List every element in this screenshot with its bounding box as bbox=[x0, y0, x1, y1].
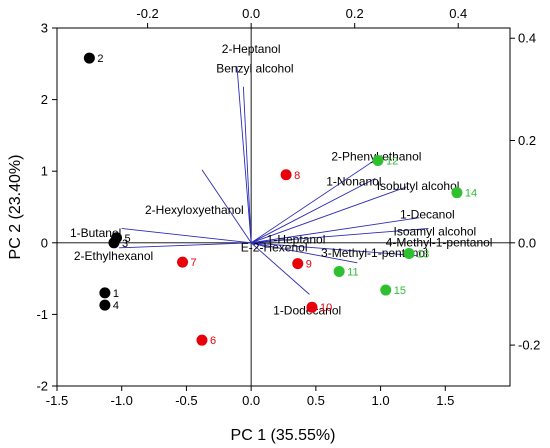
loading-label: 1-Nonanol bbox=[326, 175, 381, 189]
loading-vector bbox=[250, 242, 310, 295]
plot-frame bbox=[56, 27, 511, 387]
y-tick-label: 2 bbox=[41, 92, 48, 107]
score-point bbox=[177, 256, 189, 268]
y-axis-right: -0.2 0.0 0.2 0.4 bbox=[510, 31, 540, 353]
loading-vector bbox=[250, 155, 383, 244]
right-tick-label: -0.2 bbox=[518, 338, 540, 353]
y-axis-title: PC 2 (23.40%) bbox=[7, 155, 24, 260]
loading-label: 2-Heptanol bbox=[222, 42, 281, 56]
x-tick-label: -1.0 bbox=[111, 393, 133, 408]
top-tick-label: 0.0 bbox=[242, 6, 260, 21]
y-tick-label: 3 bbox=[41, 21, 48, 36]
score-point-label: 3 bbox=[122, 238, 128, 250]
loading-label: 1-Butanol bbox=[70, 226, 121, 240]
loading-vector bbox=[119, 242, 252, 249]
top-tick-label: 0.4 bbox=[449, 6, 467, 21]
zero-lines bbox=[57, 28, 510, 386]
loading-vector bbox=[236, 65, 252, 243]
y-tick-label: 0 bbox=[41, 235, 48, 250]
loading-vector bbox=[201, 169, 252, 244]
loading-vectors bbox=[119, 65, 429, 295]
score-point-label: 4 bbox=[113, 300, 119, 312]
loading-label: 2-Hexyloxyethanol bbox=[145, 203, 244, 217]
score-point-label: 6 bbox=[210, 335, 216, 347]
score-point-label: 8 bbox=[294, 170, 300, 182]
y-tick-label: -1 bbox=[36, 307, 48, 322]
right-tick-label: 0.0 bbox=[518, 235, 536, 250]
x-tick-label: -1.5 bbox=[46, 393, 68, 408]
loading-label: Isoamyl alcohol bbox=[394, 225, 477, 239]
score-point bbox=[99, 299, 111, 311]
loading-label: Isobutyl alcohol bbox=[377, 179, 460, 193]
y-tick-label: -2 bbox=[36, 379, 48, 394]
loading-vector bbox=[251, 228, 429, 244]
x-tick-label: 1.5 bbox=[436, 393, 454, 408]
x-tick-label: 1.0 bbox=[372, 393, 390, 408]
score-point bbox=[83, 52, 95, 64]
top-tick-label: -0.2 bbox=[136, 6, 158, 21]
loading-label: Benzyl alcohol bbox=[216, 61, 293, 75]
loading-vector bbox=[251, 240, 278, 244]
x-axis-bottom: -1.5 -1.0 -0.5 0.0 0.5 1.0 1.5 bbox=[46, 386, 454, 408]
loading-vector bbox=[250, 177, 376, 244]
loading-label: 3-Methyl-1-pentanol bbox=[321, 246, 428, 260]
score-point-label: 1 bbox=[113, 288, 119, 300]
score-point-label: 15 bbox=[394, 285, 406, 297]
right-tick-label: 0.2 bbox=[518, 133, 536, 148]
x-tick-label: 0.5 bbox=[307, 393, 325, 408]
loading-vector bbox=[251, 242, 267, 248]
score-point bbox=[333, 265, 345, 277]
score-point bbox=[111, 232, 123, 244]
score-point bbox=[403, 248, 415, 260]
score-point-label: 13 bbox=[417, 249, 429, 261]
score-point bbox=[292, 258, 304, 270]
top-tick-label: 0.2 bbox=[346, 6, 364, 21]
y-tick-label: 1 bbox=[41, 164, 48, 179]
loading-vector bbox=[242, 86, 252, 243]
x-tick-label: 0.0 bbox=[242, 393, 260, 408]
loading-vector bbox=[250, 186, 407, 244]
score-point-label: 5 bbox=[125, 233, 131, 245]
score-point-label: 12 bbox=[386, 155, 398, 167]
loading-label: 1-Decanol bbox=[400, 207, 455, 221]
loading-vector bbox=[251, 242, 417, 257]
loading-vector bbox=[251, 217, 420, 244]
score-point bbox=[196, 334, 208, 346]
score-point bbox=[280, 169, 292, 181]
score-point bbox=[380, 284, 392, 296]
score-point bbox=[99, 287, 111, 299]
loading-label: 1-Heptanol bbox=[267, 233, 326, 247]
score-point-label: 10 bbox=[320, 302, 332, 314]
score-point-label: 11 bbox=[347, 266, 358, 278]
x-axis-top: -0.2 0.0 0.2 0.4 bbox=[136, 6, 467, 28]
score-point bbox=[451, 187, 463, 199]
loading-label: 1-Dodecanol bbox=[273, 303, 341, 317]
loading-label: E-2-Hexenol bbox=[241, 240, 308, 254]
score-point bbox=[372, 154, 384, 166]
score-point bbox=[306, 301, 318, 313]
right-tick-label: 0.4 bbox=[518, 31, 536, 46]
loading-label: 4-Methyl-1-pentanol bbox=[386, 235, 493, 249]
score-point-label: 7 bbox=[191, 257, 197, 269]
score-point-label: 2 bbox=[97, 53, 103, 65]
score-point-label: 9 bbox=[306, 259, 312, 271]
loading-vector bbox=[121, 228, 252, 244]
score-point-label: 14 bbox=[465, 188, 477, 200]
x-tick-label: -0.5 bbox=[175, 393, 197, 408]
x-axis-title: PC 1 (35.55%) bbox=[231, 427, 336, 444]
loading-label: 2-Ethylhexanol bbox=[74, 249, 153, 263]
loading-vector bbox=[251, 242, 358, 264]
y-axis-left: -2 -1 0 1 2 3 bbox=[36, 21, 57, 394]
